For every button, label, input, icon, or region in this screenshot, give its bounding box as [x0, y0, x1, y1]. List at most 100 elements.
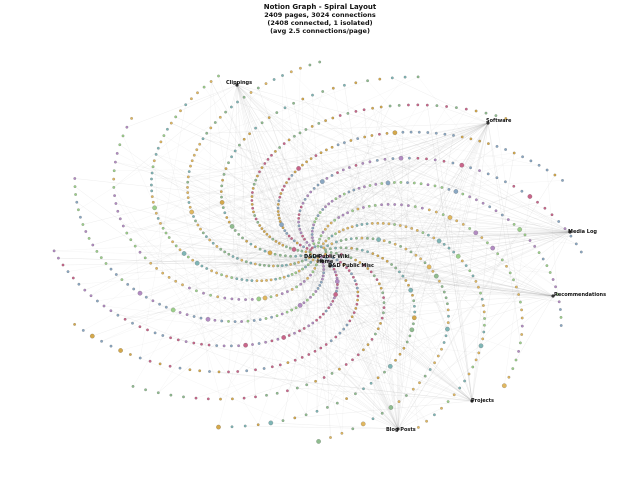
page-node[interactable]	[447, 314, 450, 318]
page-node[interactable]	[289, 263, 292, 266]
page-node[interactable]	[559, 324, 563, 327]
page-node[interactable]	[350, 225, 354, 229]
page-node[interactable]	[346, 226, 350, 230]
page-node[interactable]	[331, 116, 335, 120]
page-node[interactable]	[311, 293, 315, 296]
page-node[interactable]	[200, 264, 204, 268]
page-node[interactable]	[246, 319, 250, 323]
page-node[interactable]	[293, 170, 297, 174]
page-node[interactable]	[194, 396, 198, 400]
page-node[interactable]	[324, 250, 328, 254]
page-node[interactable]	[312, 242, 316, 246]
page-node[interactable]	[330, 234, 334, 238]
page-node[interactable]	[81, 223, 85, 226]
page-node[interactable]	[319, 179, 325, 184]
page-node[interactable]	[335, 286, 339, 290]
page-node[interactable]	[368, 160, 372, 164]
page-node[interactable]	[344, 363, 348, 366]
page-node[interactable]	[219, 247, 223, 251]
page-node[interactable]	[270, 339, 274, 343]
page-node[interactable]	[295, 285, 298, 289]
page-node[interactable]	[250, 279, 254, 282]
page-node[interactable]	[341, 213, 345, 217]
page-node[interactable]	[446, 321, 450, 324]
page-node[interactable]	[541, 257, 545, 261]
page-node[interactable]	[159, 140, 163, 144]
page-node[interactable]	[286, 274, 290, 278]
page-node[interactable]	[436, 238, 442, 244]
page-node[interactable]	[495, 145, 499, 148]
page-node[interactable]	[368, 184, 372, 187]
page-node[interactable]	[150, 189, 154, 193]
page-node[interactable]	[125, 231, 129, 235]
page-node[interactable]	[276, 203, 280, 206]
page-node[interactable]	[382, 239, 386, 243]
page-node[interactable]	[335, 401, 339, 405]
page-node[interactable]	[318, 60, 322, 64]
page-node[interactable]	[495, 176, 499, 180]
page-node[interactable]	[398, 352, 402, 356]
page-node[interactable]	[285, 245, 288, 249]
page-node[interactable]	[61, 263, 65, 267]
page-node[interactable]	[334, 273, 338, 277]
page-node[interactable]	[281, 188, 284, 192]
page-node[interactable]	[426, 183, 430, 187]
page-node[interactable]	[316, 260, 319, 263]
page-node[interactable]	[215, 344, 219, 347]
page-node[interactable]	[297, 269, 301, 273]
page-node[interactable]	[195, 148, 199, 152]
page-node[interactable]	[260, 279, 264, 283]
page-node[interactable]	[192, 341, 196, 345]
page-node[interactable]	[479, 291, 482, 295]
page-node[interactable]	[186, 180, 190, 184]
page-node[interactable]	[281, 335, 287, 340]
page-node[interactable]	[151, 200, 155, 204]
page-node[interactable]	[329, 339, 333, 343]
page-node[interactable]	[187, 170, 191, 173]
page-node[interactable]	[279, 192, 283, 195]
page-node[interactable]	[400, 203, 403, 207]
page-node[interactable]	[427, 208, 431, 212]
page-node[interactable]	[298, 329, 301, 333]
page-node[interactable]	[112, 177, 116, 181]
page-node[interactable]	[329, 436, 332, 439]
page-node[interactable]	[269, 295, 273, 299]
page-node[interactable]	[144, 295, 148, 299]
page-node[interactable]	[181, 251, 187, 256]
page-node[interactable]	[537, 251, 541, 254]
page-node[interactable]	[288, 246, 292, 250]
page-node[interactable]	[311, 258, 315, 262]
page-node[interactable]	[167, 276, 171, 279]
page-node[interactable]	[387, 222, 391, 226]
page-node[interactable]	[290, 308, 294, 312]
page-node[interactable]	[116, 313, 120, 317]
page-node[interactable]	[376, 221, 380, 225]
hub-node-software[interactable]	[486, 121, 490, 125]
page-node[interactable]	[407, 204, 410, 207]
page-node[interactable]	[266, 158, 270, 161]
page-node[interactable]	[317, 122, 321, 125]
page-node[interactable]	[186, 255, 190, 259]
page-node[interactable]	[161, 271, 165, 275]
page-node[interactable]	[275, 314, 279, 318]
page-node[interactable]	[251, 187, 255, 190]
page-node[interactable]	[322, 376, 326, 379]
page-node[interactable]	[210, 269, 213, 273]
page-node[interactable]	[309, 261, 313, 264]
page-node[interactable]	[274, 277, 277, 281]
page-node[interactable]	[356, 294, 360, 298]
page-node[interactable]	[224, 167, 228, 170]
page-node[interactable]	[220, 195, 223, 199]
page-node[interactable]	[164, 305, 168, 309]
page-node[interactable]	[474, 109, 478, 113]
page-node[interactable]	[297, 302, 303, 308]
page-node[interactable]	[355, 302, 359, 306]
page-node[interactable]	[315, 318, 318, 322]
page-node[interactable]	[323, 227, 327, 231]
page-node[interactable]	[480, 236, 484, 239]
page-node[interactable]	[293, 331, 296, 335]
page-node[interactable]	[319, 151, 323, 155]
page-node[interactable]	[250, 203, 254, 206]
page-node[interactable]	[262, 230, 266, 233]
page-node[interactable]	[469, 166, 472, 170]
